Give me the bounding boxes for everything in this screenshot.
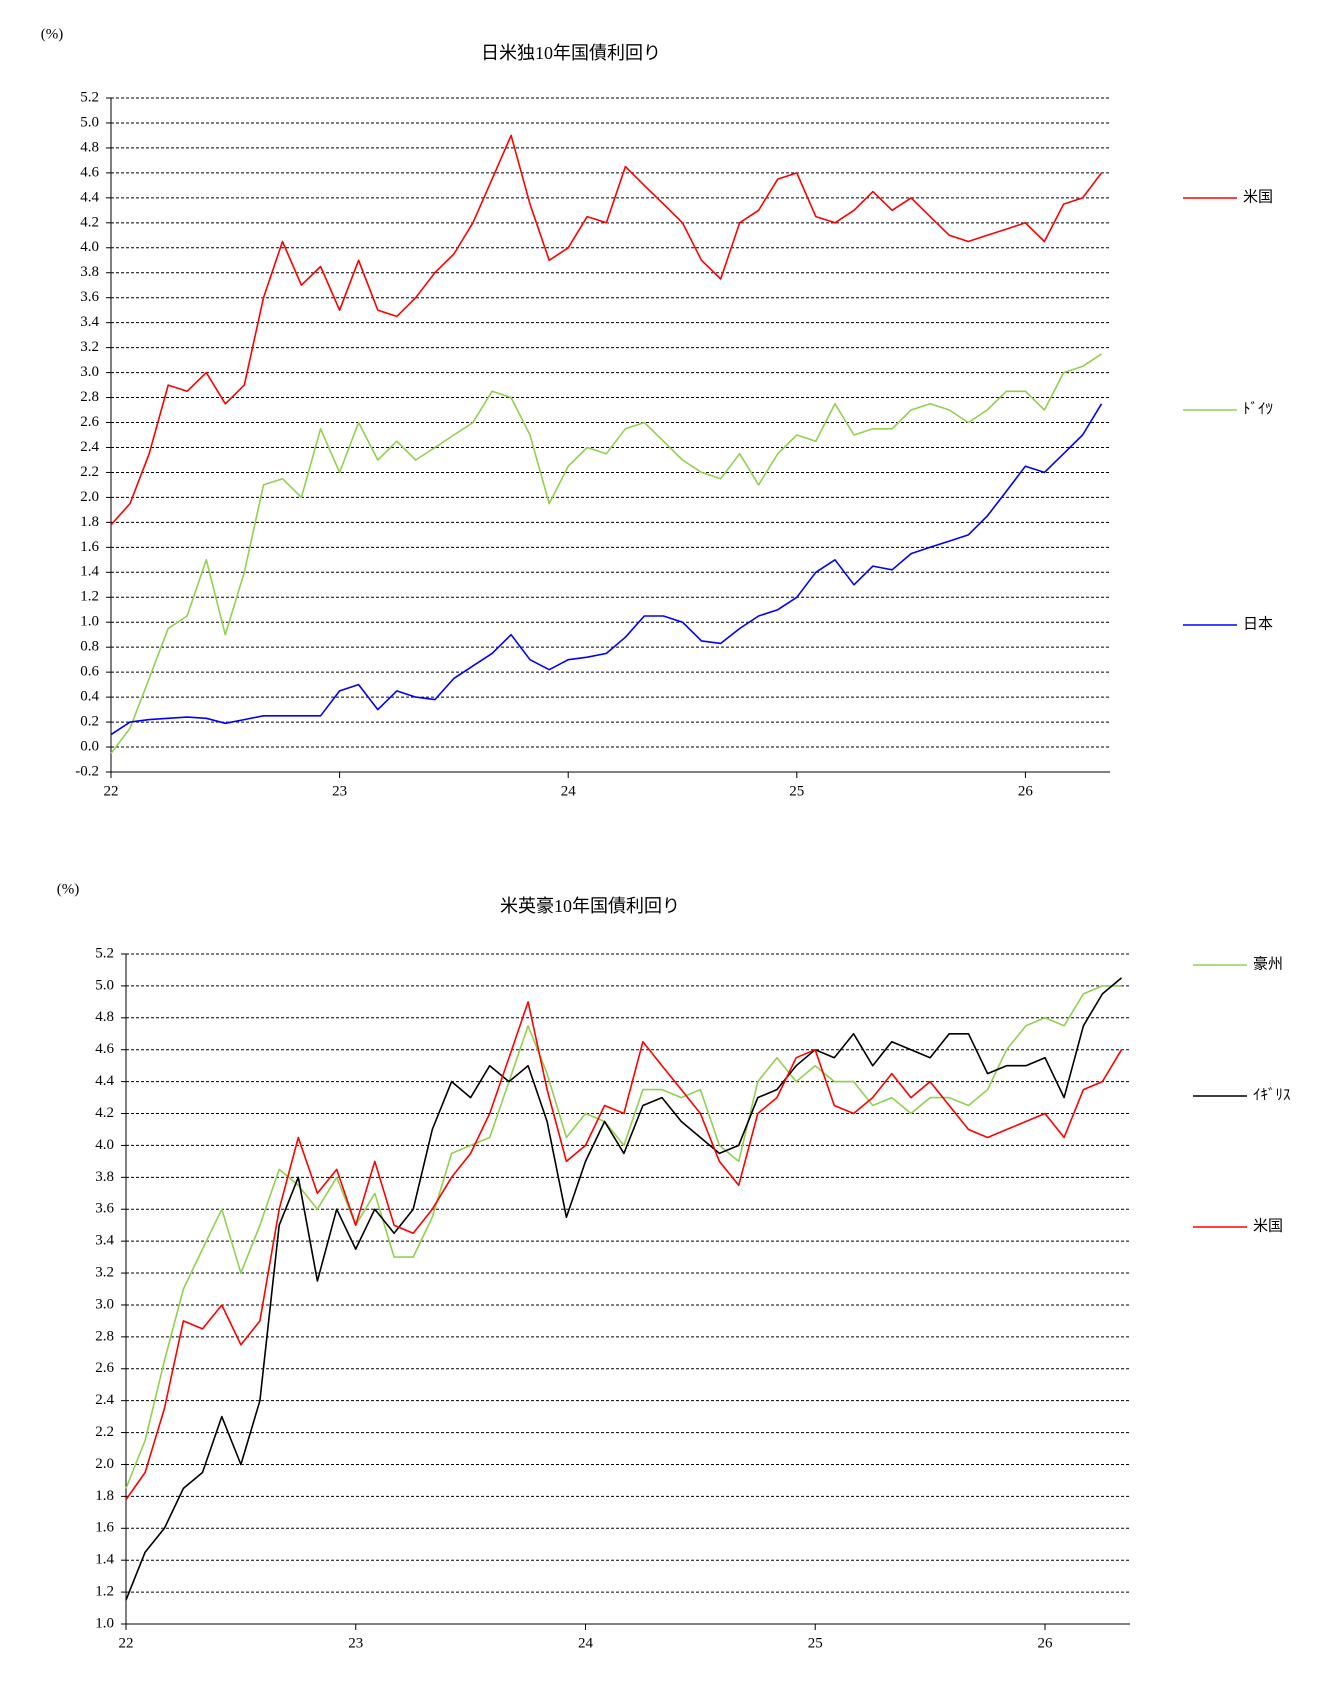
y-tick-label: 4.2: [95, 1105, 114, 1121]
y-tick-label: 4.6: [80, 164, 99, 180]
y-tick-label: 3.0: [80, 364, 99, 380]
y-tick-label: 0.4: [80, 689, 99, 705]
y-tick-label: 3.2: [80, 339, 99, 355]
chart-title: 日米独10年国債利回り: [481, 43, 661, 63]
x-tick-label: 23: [348, 1635, 363, 1651]
y-unit: (%): [57, 881, 80, 897]
y-tick-label: 2.2: [95, 1424, 114, 1440]
x-tick-label: 25: [789, 783, 804, 799]
legend-label: 米国: [1253, 1217, 1283, 1234]
y-tick-label: 5.0: [95, 977, 114, 993]
y-tick-label: 1.4: [80, 564, 99, 580]
y-tick-label: 4.0: [80, 239, 99, 255]
x-tick-label: 25: [808, 1635, 823, 1651]
y-tick-label: 4.8: [95, 1009, 114, 1025]
series-line: [110, 134, 1103, 526]
y-tick-label: 4.2: [80, 214, 99, 230]
y-tick-label: 2.8: [95, 1328, 114, 1344]
y-tick-label: 0.6: [80, 664, 99, 680]
series-line: [110, 353, 1102, 754]
y-tick-label: 2.6: [95, 1360, 114, 1376]
y-tick-label: 1.4: [95, 1552, 114, 1568]
y-tick-label: 1.2: [80, 589, 99, 605]
y-tick-label: 1.0: [80, 614, 99, 630]
y-tick-label: 3.8: [95, 1169, 114, 1185]
y-tick-label: 0.0: [80, 738, 99, 754]
y-tick-label: 3.6: [80, 289, 99, 305]
x-tick-label: 26: [1018, 783, 1034, 799]
x-tick-label: 24: [561, 783, 577, 799]
y-tick-label: 1.8: [80, 514, 99, 530]
y-tick-label: 1.8: [95, 1488, 114, 1504]
legend-label: 豪州: [1253, 954, 1283, 972]
y-tick-label: 1.6: [80, 539, 99, 555]
legend-label: ｲｷﾞﾘｽ: [1253, 1086, 1291, 1103]
y-tick-label: 3.6: [95, 1201, 114, 1217]
y-tick-label: 4.4: [95, 1073, 114, 1089]
series-line: [125, 1001, 1123, 1501]
y-tick-label: 3.0: [95, 1296, 114, 1312]
y-tick-label: 5.2: [80, 89, 99, 105]
y-tick-label: 5.2: [95, 945, 114, 961]
x-tick-label: 23: [332, 783, 347, 799]
y-tick-label: 5.0: [80, 114, 99, 130]
series-line: [125, 985, 1122, 1489]
series-line: [125, 977, 1123, 1601]
legend-label: 米国: [1243, 188, 1273, 205]
y-tick-label: 4.4: [80, 189, 99, 205]
y-tick-label: 1.0: [95, 1615, 114, 1631]
y-tick-label: 1.2: [95, 1584, 114, 1600]
y-tick-label: 0.2: [80, 714, 99, 730]
y-tick-label: 2.2: [80, 464, 99, 480]
y-tick-label: 4.0: [95, 1137, 114, 1153]
x-tick-label: 26: [1037, 1635, 1053, 1651]
series-line: [110, 403, 1103, 736]
y-tick-label: 0.8: [80, 639, 99, 655]
y-tick-label: 2.0: [80, 489, 99, 505]
y-tick-label: -0.2: [75, 763, 99, 779]
x-tick-label: 22: [104, 783, 119, 799]
y-tick-label: 4.6: [95, 1041, 114, 1057]
legend-label: 日本: [1243, 615, 1273, 632]
chart-title: 米英豪10年国債利回り: [500, 896, 680, 916]
y-tick-label: 4.8: [80, 139, 99, 155]
y-tick-label: 3.4: [80, 314, 99, 330]
y-tick-label: 3.4: [95, 1233, 114, 1249]
y-tick-label: 2.4: [80, 439, 99, 455]
y-tick-label: 1.6: [95, 1520, 114, 1536]
y-tick-label: 3.2: [95, 1264, 114, 1280]
y-tick-label: 2.8: [80, 389, 99, 405]
legend-label: ﾄﾞｲﾂ: [1243, 400, 1273, 417]
x-tick-label: 22: [119, 1635, 134, 1651]
y-unit: (%): [41, 26, 64, 42]
y-tick-label: 2.4: [95, 1392, 114, 1408]
x-tick-label: 24: [578, 1635, 594, 1651]
y-tick-label: 2.6: [80, 414, 99, 430]
y-tick-label: 2.0: [95, 1456, 114, 1472]
y-tick-label: 3.8: [80, 264, 99, 280]
